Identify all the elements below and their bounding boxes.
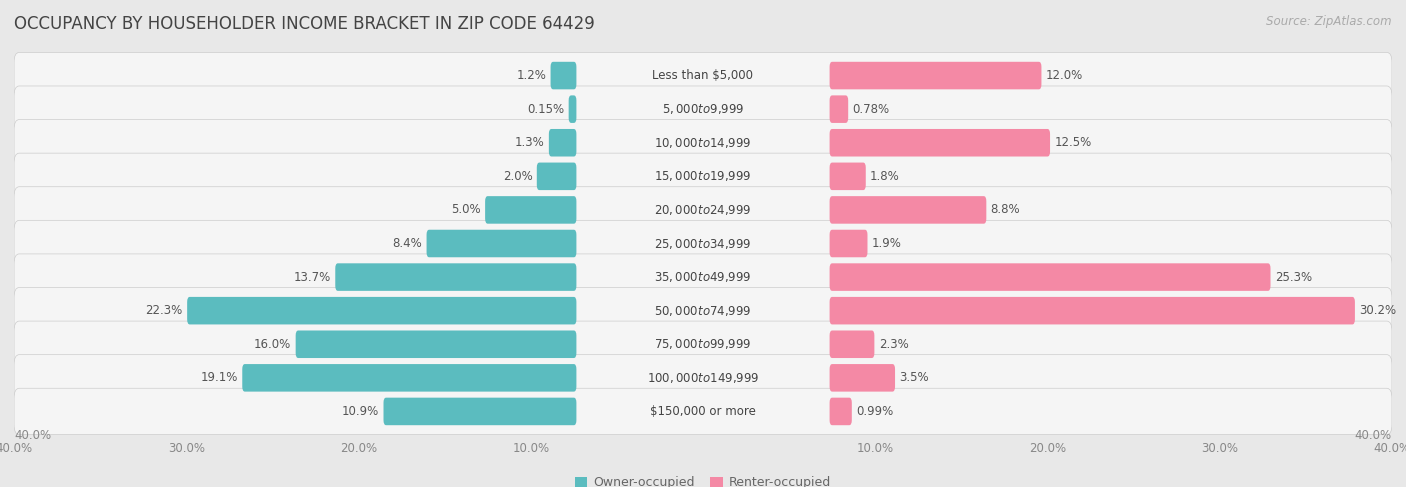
Text: 40.0%: 40.0% [14, 429, 51, 442]
Text: 12.0%: 12.0% [1046, 69, 1083, 82]
Text: 0.99%: 0.99% [856, 405, 893, 418]
Text: 22.3%: 22.3% [146, 304, 183, 317]
FancyBboxPatch shape [830, 398, 852, 425]
Text: 16.0%: 16.0% [254, 338, 291, 351]
Text: 19.1%: 19.1% [201, 372, 238, 384]
Text: 1.9%: 1.9% [872, 237, 901, 250]
FancyBboxPatch shape [568, 95, 576, 123]
Text: 40.0%: 40.0% [1355, 429, 1392, 442]
FancyBboxPatch shape [14, 321, 1392, 367]
FancyBboxPatch shape [14, 187, 1392, 233]
Text: OCCUPANCY BY HOUSEHOLDER INCOME BRACKET IN ZIP CODE 64429: OCCUPANCY BY HOUSEHOLDER INCOME BRACKET … [14, 15, 595, 33]
Text: 1.8%: 1.8% [870, 170, 900, 183]
FancyBboxPatch shape [14, 86, 1392, 132]
FancyBboxPatch shape [187, 297, 576, 324]
Text: 30.2%: 30.2% [1360, 304, 1396, 317]
Text: 25.3%: 25.3% [1275, 271, 1312, 283]
Text: 1.2%: 1.2% [516, 69, 547, 82]
FancyBboxPatch shape [14, 120, 1392, 166]
Text: 2.0%: 2.0% [503, 170, 533, 183]
Text: $100,000 to $149,999: $100,000 to $149,999 [647, 371, 759, 385]
FancyBboxPatch shape [485, 196, 576, 224]
FancyBboxPatch shape [830, 95, 848, 123]
FancyBboxPatch shape [14, 287, 1392, 334]
Text: $50,000 to $74,999: $50,000 to $74,999 [654, 304, 752, 318]
Text: 0.15%: 0.15% [527, 103, 564, 115]
FancyBboxPatch shape [14, 220, 1392, 267]
FancyBboxPatch shape [384, 398, 576, 425]
FancyBboxPatch shape [426, 230, 576, 257]
Text: $15,000 to $19,999: $15,000 to $19,999 [654, 169, 752, 183]
Text: 8.8%: 8.8% [991, 204, 1021, 216]
Text: 13.7%: 13.7% [294, 271, 330, 283]
Text: 0.78%: 0.78% [852, 103, 890, 115]
Legend: Owner-occupied, Renter-occupied: Owner-occupied, Renter-occupied [569, 471, 837, 487]
FancyBboxPatch shape [14, 355, 1392, 401]
FancyBboxPatch shape [830, 163, 866, 190]
FancyBboxPatch shape [537, 163, 576, 190]
FancyBboxPatch shape [295, 331, 576, 358]
FancyBboxPatch shape [14, 53, 1392, 99]
FancyBboxPatch shape [242, 364, 576, 392]
FancyBboxPatch shape [551, 62, 576, 89]
FancyBboxPatch shape [548, 129, 576, 156]
FancyBboxPatch shape [830, 129, 1050, 156]
Text: $5,000 to $9,999: $5,000 to $9,999 [662, 102, 744, 116]
FancyBboxPatch shape [830, 331, 875, 358]
Text: $10,000 to $14,999: $10,000 to $14,999 [654, 136, 752, 150]
Text: Source: ZipAtlas.com: Source: ZipAtlas.com [1267, 15, 1392, 28]
FancyBboxPatch shape [14, 153, 1392, 200]
FancyBboxPatch shape [830, 230, 868, 257]
FancyBboxPatch shape [830, 62, 1042, 89]
FancyBboxPatch shape [830, 297, 1355, 324]
Text: Less than $5,000: Less than $5,000 [652, 69, 754, 82]
Text: $20,000 to $24,999: $20,000 to $24,999 [654, 203, 752, 217]
FancyBboxPatch shape [830, 364, 896, 392]
Text: 1.3%: 1.3% [515, 136, 544, 149]
Text: 2.3%: 2.3% [879, 338, 908, 351]
FancyBboxPatch shape [14, 388, 1392, 434]
Text: $35,000 to $49,999: $35,000 to $49,999 [654, 270, 752, 284]
Text: 5.0%: 5.0% [451, 204, 481, 216]
Text: 3.5%: 3.5% [900, 372, 929, 384]
Text: 12.5%: 12.5% [1054, 136, 1091, 149]
Text: $150,000 or more: $150,000 or more [650, 405, 756, 418]
FancyBboxPatch shape [14, 254, 1392, 300]
Text: 10.9%: 10.9% [342, 405, 380, 418]
FancyBboxPatch shape [335, 263, 576, 291]
FancyBboxPatch shape [830, 196, 987, 224]
FancyBboxPatch shape [830, 263, 1271, 291]
Text: 8.4%: 8.4% [392, 237, 422, 250]
Text: $75,000 to $99,999: $75,000 to $99,999 [654, 337, 752, 351]
Text: $25,000 to $34,999: $25,000 to $34,999 [654, 237, 752, 250]
